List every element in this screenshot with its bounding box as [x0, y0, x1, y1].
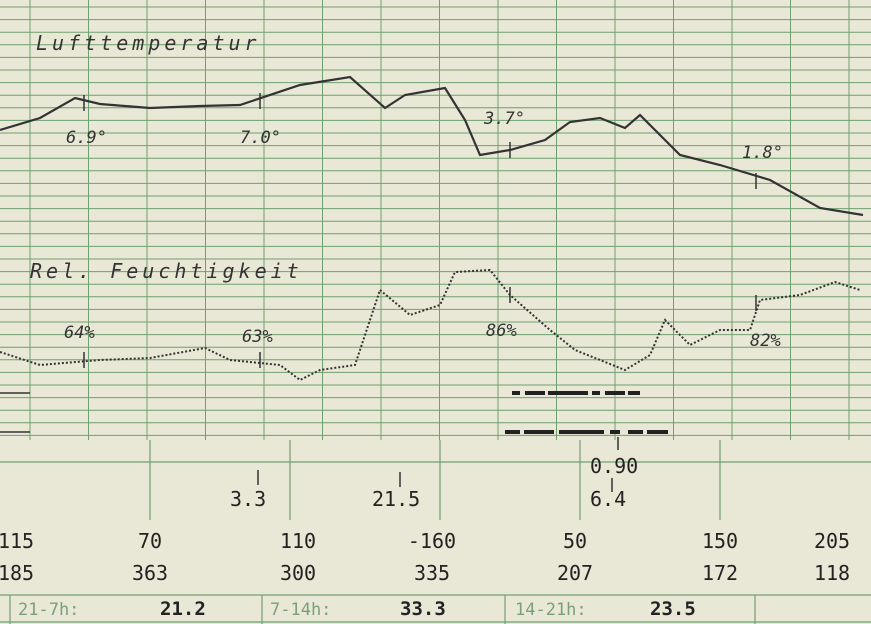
temp-label: 7.0° [240, 128, 281, 148]
period-value: 23.5 [650, 598, 696, 620]
table-cell: 118 [814, 561, 850, 585]
table-cell: 185 [0, 561, 34, 585]
table-cell: 110 [280, 529, 316, 553]
period-value: 33.3 [400, 598, 446, 620]
precip-value: 3.3 [230, 487, 266, 511]
table-cell: -160 [408, 529, 456, 553]
precip-value: 0.90 [590, 454, 638, 478]
table-cell: 115 [0, 529, 34, 553]
table-cell: 70 [138, 529, 162, 553]
table-cell: 363 [132, 561, 168, 585]
recording-strip: Lufttemperatur 6.9° 7.0° 3.7° 1.8° Rel. … [0, 0, 871, 624]
humidity-label: 63% [242, 327, 273, 347]
humidity-label: 64% [64, 323, 95, 343]
table-cell: 207 [557, 561, 593, 585]
precip-value: 21.5 [372, 487, 420, 511]
table-cell: 300 [280, 561, 316, 585]
period-label: 7-14h: [270, 600, 331, 620]
table-cell: 50 [563, 529, 587, 553]
humidity-title: Rel. Feuchtigkeit [30, 259, 303, 283]
temperature-title: Lufttemperatur [36, 31, 261, 55]
table-cell: 150 [702, 529, 738, 553]
table-cell: 205 [814, 529, 850, 553]
temp-label: 6.9° [66, 128, 107, 148]
table-cell: 172 [702, 561, 738, 585]
precip-value: 6.4 [590, 487, 626, 511]
table-cell: 335 [414, 561, 450, 585]
temp-label: 3.7° [483, 109, 525, 129]
period-label: 14-21h: [515, 600, 587, 620]
temp-label: 1.8° [742, 143, 783, 163]
period-label: 21-7h: [18, 600, 79, 620]
humidity-label: 82% [750, 331, 781, 351]
period-value: 21.2 [160, 598, 206, 620]
humidity-label: 86% [486, 321, 517, 341]
